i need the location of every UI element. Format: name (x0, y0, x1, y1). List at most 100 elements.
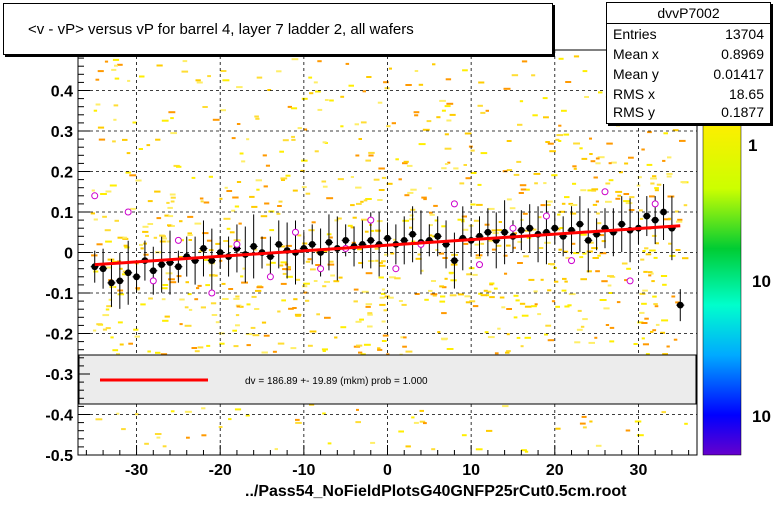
heat-cell (309, 92, 314, 95)
heat-cell (483, 289, 488, 292)
profile-point (584, 236, 592, 244)
heat-cell (646, 163, 653, 166)
heat-cell (93, 329, 97, 332)
profile-point (517, 226, 525, 234)
heat-cell (348, 84, 354, 87)
open-point (174, 236, 182, 244)
heat-cell (187, 234, 193, 236)
heat-cell (540, 204, 546, 207)
heat-cell (206, 239, 212, 242)
profile-point (676, 301, 684, 309)
heat-cell (561, 202, 566, 205)
heat-cell (169, 225, 175, 227)
heat-cell (577, 309, 582, 312)
heat-cell (132, 121, 137, 124)
heat-cell (257, 285, 263, 288)
heat-cell (409, 214, 414, 217)
heat-cell (121, 428, 126, 431)
heat-cell (526, 188, 530, 191)
heat-cell (95, 418, 103, 421)
heat-cell (506, 198, 512, 201)
heat-cell (201, 434, 207, 437)
heat-cell (246, 138, 250, 141)
heat-cell (201, 407, 206, 410)
heat-cell (128, 342, 133, 345)
heat-cell (178, 256, 183, 258)
heat-cell (593, 176, 598, 179)
heat-cell (517, 240, 523, 243)
heat-cell (489, 296, 495, 299)
heat-cell (210, 302, 217, 305)
heat-cell (462, 228, 469, 231)
heat-cell (147, 350, 151, 353)
colorbar (702, 121, 742, 456)
heat-cell (524, 305, 532, 308)
heat-cell (179, 298, 185, 301)
heat-cell (203, 201, 210, 204)
heat-cell (167, 224, 172, 227)
heat-cell (629, 196, 635, 199)
heat-cell (433, 204, 438, 207)
heat-cell (486, 429, 493, 432)
open-point (392, 265, 400, 273)
heat-cell (463, 164, 467, 166)
heat-cell (181, 70, 189, 73)
heat-cell (624, 279, 629, 282)
heat-cell (567, 304, 572, 307)
heat-cell (580, 278, 587, 281)
heat-cell (644, 317, 649, 320)
heat-cell (161, 235, 166, 238)
heat-cell (637, 321, 644, 324)
heat-cell (506, 244, 511, 247)
heat-cell (411, 416, 415, 419)
heat-cell (294, 313, 302, 316)
heat-cell (568, 202, 574, 205)
heat-cell (100, 193, 107, 195)
heat-cell (449, 113, 456, 116)
profile-point (451, 257, 458, 264)
heat-cell (355, 186, 362, 189)
heat-cell (356, 202, 362, 205)
heat-cell (497, 327, 501, 330)
heat-cell (356, 344, 363, 347)
heat-cell (544, 241, 551, 244)
heat-cell (378, 167, 385, 170)
heat-cell (457, 218, 465, 221)
heat-cell (162, 319, 169, 322)
heat-cell (295, 278, 301, 281)
heat-cell (650, 182, 655, 185)
heat-cell (506, 350, 511, 353)
heat-cell (252, 334, 260, 337)
heat-cell (261, 351, 268, 354)
heat-cell (523, 255, 529, 258)
heat-cell (105, 240, 112, 243)
heat-cell (538, 216, 542, 219)
heat-cell (520, 188, 527, 191)
heat-cell (591, 247, 598, 250)
heat-cell (402, 162, 408, 165)
profile-point (551, 224, 559, 232)
heat-cell (187, 232, 192, 235)
heat-cell (139, 75, 145, 78)
heat-cell (228, 418, 232, 421)
heat-cell (543, 116, 549, 119)
heat-cell (650, 330, 654, 333)
heat-cell (428, 187, 432, 190)
heat-cell (466, 273, 472, 276)
heat-cell (360, 200, 364, 203)
heat-cell (383, 81, 389, 84)
heat-cell (220, 70, 227, 72)
heat-cell (506, 308, 512, 310)
heat-cell (184, 410, 192, 413)
open-point (651, 200, 659, 208)
heat-cell (117, 63, 123, 66)
heat-cell (305, 260, 311, 263)
heat-cell (113, 118, 117, 121)
heat-cell (110, 336, 114, 339)
heat-cell (599, 299, 607, 301)
heat-cell (90, 212, 95, 215)
heat-cell (661, 411, 666, 414)
heat-cell (378, 189, 385, 191)
heat-cell (329, 236, 333, 239)
heat-cell (662, 283, 667, 286)
